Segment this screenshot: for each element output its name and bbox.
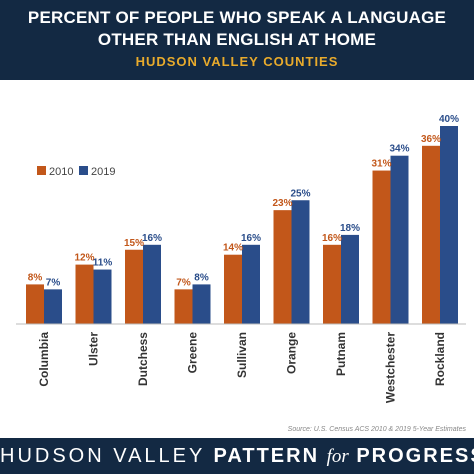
bar-orange-2019 bbox=[291, 200, 310, 324]
value-label-putnam-2019: 18% bbox=[340, 223, 360, 234]
value-label-greene-2010: 7% bbox=[176, 277, 191, 288]
bar-sullivan-2019 bbox=[242, 244, 260, 324]
bar-greene-2010 bbox=[174, 289, 193, 324]
legend-swatch-2010 bbox=[37, 166, 46, 175]
value-label-sullivan-2010: 14% bbox=[223, 243, 243, 254]
footer-banner: HUDSON VALLEY PATTERN for PROGRESS bbox=[0, 438, 474, 474]
category-label-westchester: Westchester bbox=[384, 332, 398, 403]
value-label-putnam-2010: 16% bbox=[322, 233, 342, 244]
bar-rockland-2010 bbox=[422, 145, 440, 324]
value-labels-layer: 8% 7%12%11%15%16%7% 8%14%16%23%25%16%18%31… bbox=[28, 114, 459, 288]
bar-dutchess-2019 bbox=[143, 244, 161, 324]
value-label-ulster-2010: 12% bbox=[74, 253, 94, 264]
bar-greene-2019 bbox=[192, 284, 211, 324]
value-label-sullivan-2019: 16% bbox=[241, 233, 261, 244]
value-label-ulster-2019: 11% bbox=[93, 258, 113, 269]
bar-westchester-2019 bbox=[390, 155, 409, 324]
header-banner: PERCENT OF PEOPLE WHO SPEAK A LANGUAGE O… bbox=[0, 0, 474, 80]
bar-rockland-2019 bbox=[440, 126, 458, 324]
source-note: Source: U.S. Census ACS 2010 & 2019 5-Ye… bbox=[288, 426, 467, 433]
footer-brand-hudson-valley: HUDSON VALLEY bbox=[0, 445, 214, 467]
value-label-westchester-2019: 34% bbox=[389, 144, 409, 155]
value-label-greene-2019: 8% bbox=[194, 272, 209, 283]
category-labels-layer: Columbia Ulster Dutchess Greene Sullivan Oran… bbox=[37, 332, 447, 403]
value-label-rockland-2019: 40% bbox=[439, 114, 459, 125]
bar-putnam-2010 bbox=[323, 244, 341, 324]
category-label-greene: Greene bbox=[186, 332, 200, 374]
bar-chart: 2010 2019 8% 7%12%11%15%16%7% 8%14%16%23%2… bbox=[16, 114, 467, 433]
legend-swatch-2019 bbox=[79, 166, 88, 175]
bar-sullivan-2010 bbox=[224, 254, 242, 324]
bars-layer bbox=[26, 126, 458, 324]
footer-brand-progress: PROGRESS bbox=[348, 445, 474, 467]
category-label-columbia: Columbia bbox=[37, 332, 51, 387]
chart-title-line2: OTHER THAN ENGLISH AT HOME bbox=[97, 30, 377, 49]
value-label-rockland-2010: 36% bbox=[421, 134, 441, 145]
value-label-columbia-2019: 7% bbox=[46, 277, 61, 288]
footer-brand-for: for bbox=[326, 446, 349, 467]
chart-subtitle: HUDSON VALLEY COUNTIES bbox=[135, 54, 339, 69]
category-label-ulster: Ulster bbox=[87, 332, 101, 366]
value-label-columbia-2010: 8% bbox=[28, 272, 43, 283]
value-label-orange-2010: 23% bbox=[272, 198, 292, 209]
bar-ulster-2019 bbox=[93, 269, 112, 324]
bar-columbia-2019 bbox=[44, 289, 62, 324]
legend-label-2010: 2010 bbox=[49, 166, 73, 178]
bar-putnam-2019 bbox=[341, 234, 359, 324]
bar-columbia-2010 bbox=[26, 284, 44, 324]
bar-westchester-2010 bbox=[372, 170, 391, 324]
bar-dutchess-2010 bbox=[125, 249, 143, 324]
legend-label-2019: 2019 bbox=[91, 166, 115, 178]
value-label-orange-2019: 25% bbox=[290, 188, 310, 199]
category-label-orange: Orange bbox=[285, 332, 299, 374]
chart-legend: 2010 2019 bbox=[37, 166, 115, 178]
category-label-rockland: Rockland bbox=[433, 332, 447, 386]
value-label-westchester-2010: 31% bbox=[371, 159, 391, 170]
chart-title-line1: PERCENT OF PEOPLE WHO SPEAK A LANGUAGE bbox=[27, 8, 447, 27]
category-label-dutchess: Dutchess bbox=[136, 332, 150, 386]
category-label-putnam: Putnam bbox=[334, 332, 348, 376]
bar-orange-2010 bbox=[273, 210, 292, 324]
footer-brand-pattern: PATTERN bbox=[213, 445, 327, 467]
category-label-sullivan: Sullivan bbox=[235, 332, 249, 378]
value-label-dutchess-2010: 15% bbox=[124, 238, 144, 249]
bar-ulster-2010 bbox=[75, 264, 94, 324]
value-label-dutchess-2019: 16% bbox=[142, 233, 162, 244]
